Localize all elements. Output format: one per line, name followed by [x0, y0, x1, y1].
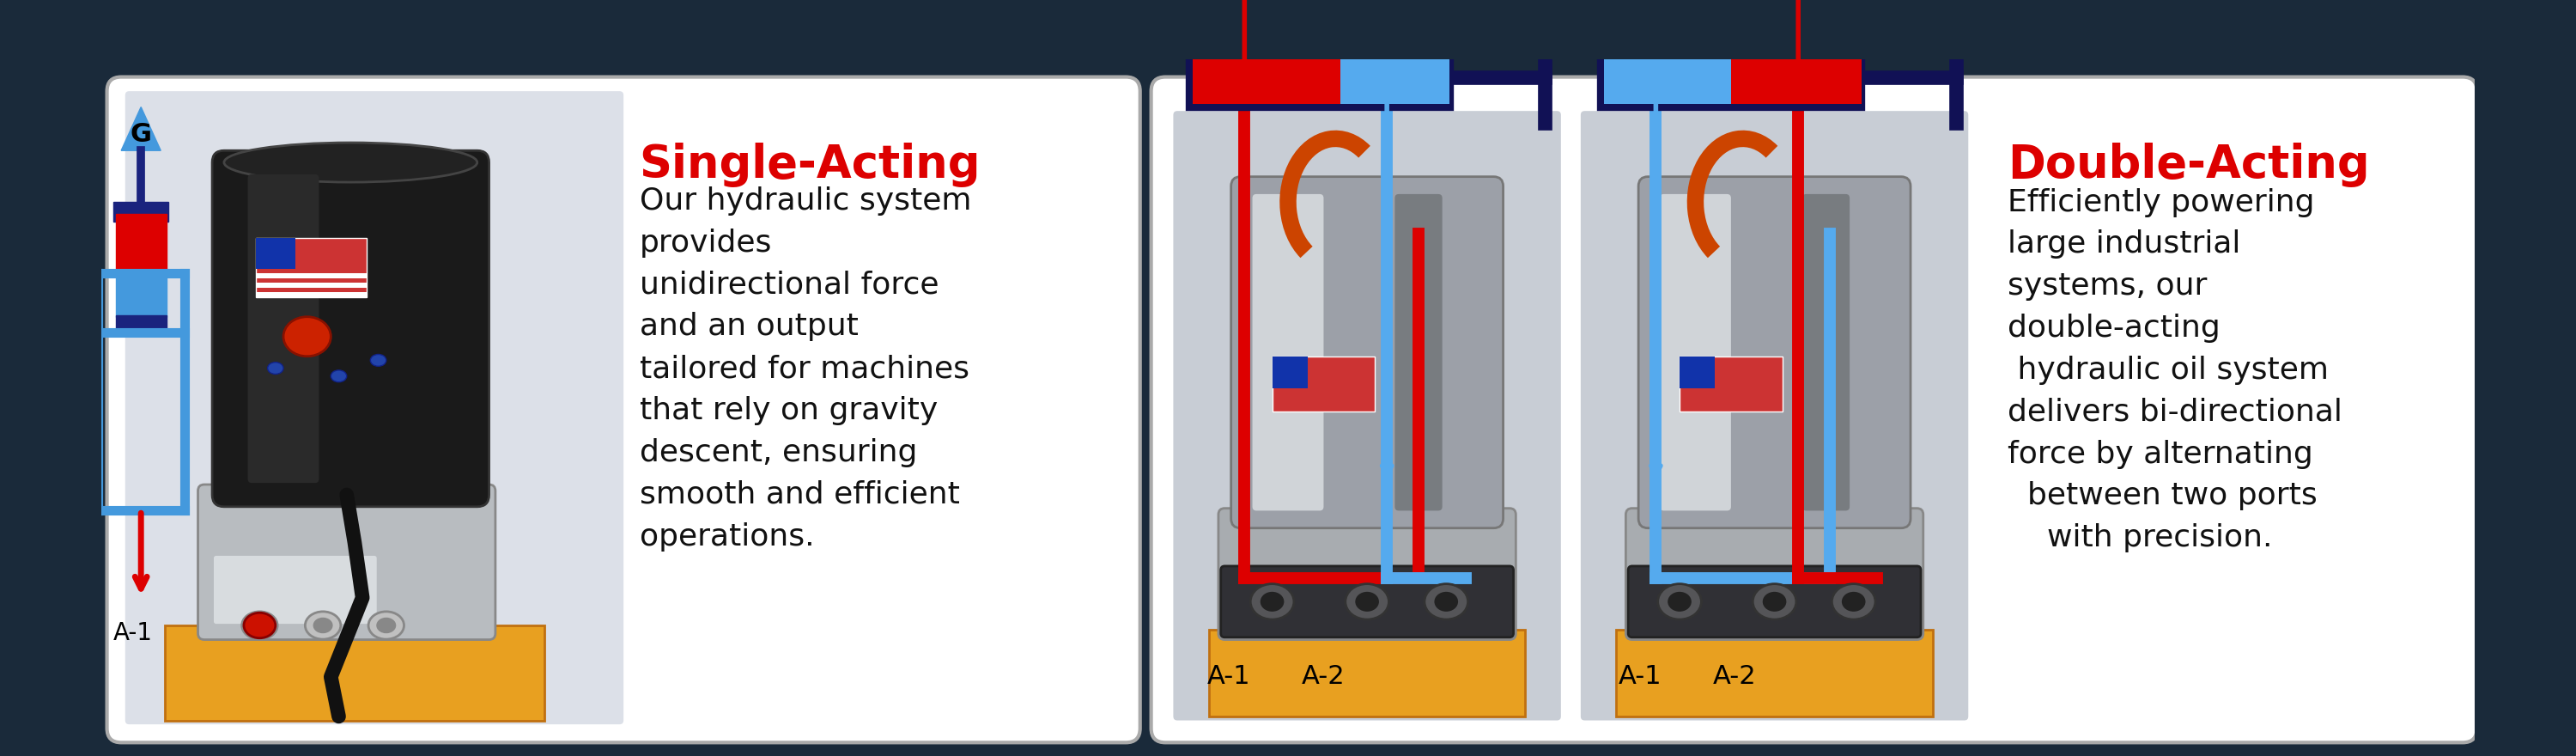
FancyBboxPatch shape [1625, 508, 1924, 640]
Bar [165, 625, 544, 720]
Bar [1273, 356, 1309, 388]
Polygon shape [121, 107, 160, 150]
Bar [255, 237, 366, 297]
Bar [1273, 356, 1376, 412]
Text: A-1: A-1 [1208, 665, 1249, 689]
FancyBboxPatch shape [198, 485, 495, 640]
Bar [1600, 48, 1862, 107]
Bar [255, 283, 366, 287]
Ellipse shape [330, 370, 348, 382]
Text: Efficiently powering
large industrial
systems, our
double-acting
 hydraulic oil : Efficiently powering large industrial sy… [2007, 187, 2342, 553]
Ellipse shape [1260, 592, 1283, 612]
Ellipse shape [242, 612, 278, 640]
Text: Single-Acting: Single-Acting [639, 143, 981, 187]
Ellipse shape [1249, 584, 1293, 619]
FancyBboxPatch shape [1638, 177, 1911, 528]
Ellipse shape [1667, 592, 1692, 612]
Bar [255, 273, 366, 278]
Bar [1605, 51, 1731, 104]
FancyBboxPatch shape [1218, 508, 1515, 640]
FancyBboxPatch shape [1628, 566, 1922, 637]
FancyBboxPatch shape [126, 91, 623, 724]
Bar [1193, 51, 1340, 104]
Bar [1208, 629, 1525, 717]
FancyBboxPatch shape [108, 77, 1141, 742]
FancyBboxPatch shape [1803, 194, 1850, 510]
Ellipse shape [1659, 584, 1700, 619]
Text: Down: Down [1620, 69, 1741, 106]
Bar [1340, 51, 1450, 104]
Bar [116, 214, 167, 273]
Ellipse shape [1355, 592, 1378, 612]
Bar [116, 273, 167, 317]
FancyBboxPatch shape [1394, 194, 1443, 510]
Ellipse shape [245, 613, 276, 638]
FancyBboxPatch shape [214, 556, 376, 624]
Ellipse shape [314, 618, 332, 634]
Ellipse shape [1832, 584, 1875, 619]
Bar [1731, 51, 1862, 104]
FancyBboxPatch shape [247, 175, 319, 483]
Bar [1680, 356, 1783, 412]
FancyBboxPatch shape [1252, 194, 1324, 510]
Text: Double-Acting: Double-Acting [2007, 143, 2370, 187]
Ellipse shape [283, 317, 330, 356]
Ellipse shape [1425, 584, 1468, 619]
Bar [255, 293, 366, 297]
Ellipse shape [250, 618, 270, 634]
FancyBboxPatch shape [1151, 77, 2478, 742]
FancyBboxPatch shape [1582, 111, 1968, 720]
Ellipse shape [1752, 584, 1795, 619]
Text: A-1: A-1 [1618, 665, 1662, 689]
Ellipse shape [1435, 592, 1458, 612]
Text: A-2: A-2 [1713, 665, 1757, 689]
Text: A-2: A-2 [1301, 665, 1345, 689]
Ellipse shape [376, 618, 397, 634]
FancyBboxPatch shape [1659, 194, 1731, 510]
Bar [113, 202, 167, 222]
FancyBboxPatch shape [211, 150, 489, 507]
Text: G: G [131, 122, 152, 147]
Bar [1615, 629, 1932, 717]
Text: Our hydraulic system
provides
unidirectional force
and an output
tailored for ma: Our hydraulic system provides unidirecti… [639, 186, 971, 551]
Ellipse shape [1345, 584, 1388, 619]
Ellipse shape [371, 355, 386, 366]
Bar [1190, 48, 1450, 107]
Ellipse shape [268, 362, 283, 374]
Text: A-1: A-1 [113, 621, 152, 646]
Bar [116, 315, 167, 333]
Bar [1680, 356, 1716, 388]
Ellipse shape [368, 612, 404, 640]
Ellipse shape [224, 143, 477, 182]
Text: UP: UP [1224, 69, 1283, 106]
FancyBboxPatch shape [1231, 177, 1504, 528]
Ellipse shape [1842, 592, 1865, 612]
Ellipse shape [1762, 592, 1785, 612]
Ellipse shape [304, 612, 340, 640]
FancyBboxPatch shape [1172, 111, 1561, 720]
FancyBboxPatch shape [1221, 566, 1515, 637]
Bar [255, 237, 296, 269]
